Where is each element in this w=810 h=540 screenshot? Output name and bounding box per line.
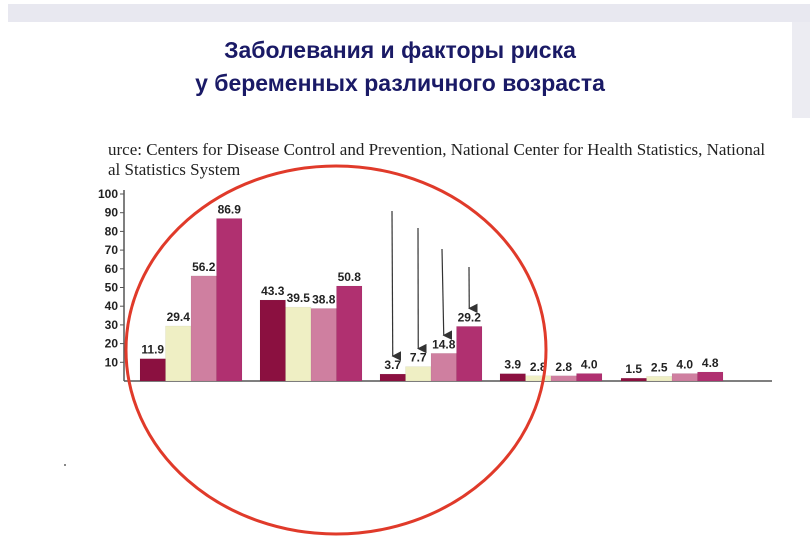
bar-value-label: 11.9	[141, 343, 164, 357]
title-line-2: у беременных различного возраста	[195, 70, 605, 96]
bar-value-label: 86.9	[218, 202, 242, 216]
y-tick-label: 40	[105, 299, 119, 313]
category-label: АГ беременных	[244, 391, 338, 405]
bar-value-label: 56.2	[192, 260, 216, 274]
bar	[216, 218, 243, 382]
slide-title: Заболевания и факторы риска у беременных…	[0, 34, 800, 100]
y-tick-label: 20	[105, 337, 119, 351]
source-line-1: urce: Centers for Disease Control and Pr…	[108, 140, 766, 159]
bar	[697, 371, 724, 382]
category-label: Цервикальная недостаточность	[632, 391, 734, 421]
bar-value-label: 29.4	[167, 310, 191, 324]
source-line-2: al Statistics System	[108, 160, 241, 179]
bar-value-label: 2.8	[530, 360, 547, 374]
chart-legend-arrows: До 20 лет 20-29 лет 30-39 лет 40-54 года	[391, 194, 504, 361]
y-tick-label: 10	[105, 355, 119, 369]
y-tick-label: 100	[98, 187, 118, 201]
y-tick-label: 60	[105, 262, 119, 276]
bar-value-label: 2.5	[651, 360, 668, 374]
bar-value-label: 7.7	[410, 351, 427, 365]
bar	[576, 373, 603, 382]
bar	[165, 325, 192, 382]
y-tick-label: 70	[105, 243, 119, 257]
bar-value-label: 50.8	[338, 270, 362, 284]
bar	[190, 275, 217, 382]
bar-value-label: 4.0	[676, 358, 693, 372]
category-label-line: недостаточность	[632, 407, 734, 421]
bar	[430, 353, 457, 382]
stray-dot	[64, 464, 66, 466]
legend-label: 30-39 лет	[426, 232, 480, 246]
title-line-1: Заболевания и факторы риска	[224, 37, 576, 63]
y-tick-label: 80	[105, 224, 119, 238]
header-strip	[8, 4, 810, 22]
y-tick-label: 50	[105, 281, 119, 295]
legend-arrow	[441, 248, 453, 340]
bar-value-label: 43.3	[261, 284, 285, 298]
y-tick-label: 30	[105, 318, 119, 332]
bar-value-label: 1.5	[625, 362, 642, 376]
bar-value-label: 4.0	[581, 358, 598, 372]
bar-value-label: 3.7	[384, 358, 401, 372]
chart-value-labels: 11.9 29.4 56.2 86.9 43.339.5 38.850.8 3.7 7.7 14…	[141, 202, 719, 376]
bar	[336, 285, 363, 382]
category-label: Эклампсия	[514, 391, 580, 405]
legend-label: 20-29 лет	[406, 211, 460, 225]
category-label-line: Цервикальная	[632, 391, 718, 405]
y-tick-label: 90	[105, 206, 119, 220]
bar-value-label: 4.8	[702, 356, 719, 370]
red-ellipse-outline	[124, 164, 548, 536]
bar-value-label: 29.2	[458, 310, 482, 324]
legend-label: До 20 лет	[394, 194, 450, 208]
legend-label: 40-54 года	[443, 250, 504, 264]
bar-value-label: 39.5	[287, 291, 311, 305]
legend-arrow	[391, 210, 402, 361]
bar	[456, 326, 483, 382]
bar-value-label: 38.8	[312, 292, 336, 306]
category-label-line: Хроническая	[388, 391, 465, 405]
category-label-line: АГ	[388, 407, 404, 421]
bar-value-label: 3.9	[504, 358, 521, 372]
bar-value-label: 14.8	[432, 337, 456, 351]
category-label: Диабет	[160, 391, 203, 405]
chart-category-labels: Диабет АГ беременных Хроническая АГ Эклампси…	[160, 391, 734, 421]
side-strip	[792, 22, 810, 118]
bar-value-label: 2.8	[555, 360, 572, 374]
bar	[259, 299, 286, 382]
category-label: Хроническая АГ	[388, 391, 465, 421]
chart-bars	[139, 218, 724, 382]
